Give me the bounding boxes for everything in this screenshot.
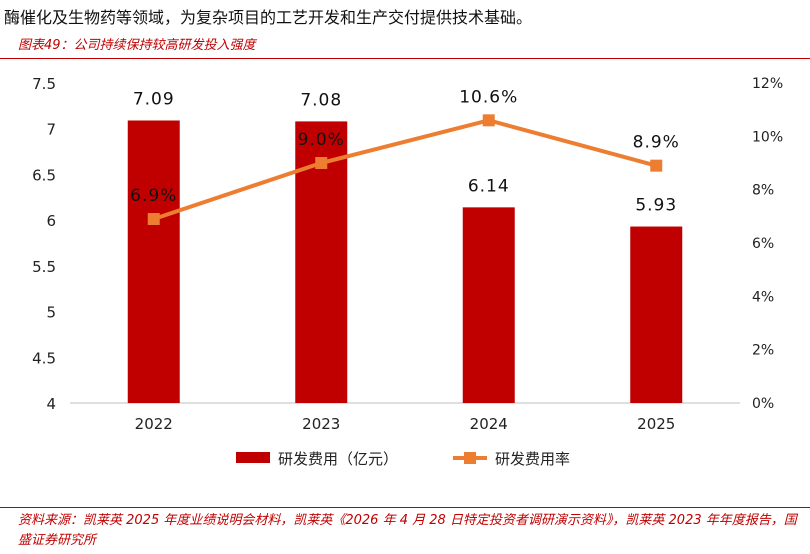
line-point bbox=[650, 159, 663, 172]
intro-text: 酶催化及生物药等领域，为复杂项目的工艺开发和生产交付提供技术基础。 bbox=[4, 8, 533, 27]
y-right-tick-label: 10% bbox=[752, 129, 783, 145]
y-right-tick-label: 6% bbox=[752, 236, 774, 252]
y-left-tick-label: 6 bbox=[46, 212, 56, 230]
title-rule bbox=[0, 58, 810, 59]
line-point bbox=[147, 213, 160, 225]
y-right-tick-label: 12% bbox=[752, 76, 783, 92]
line-value-label: 8.9% bbox=[633, 133, 680, 153]
y-left-tick-label: 4.5 bbox=[32, 349, 56, 367]
bar-value-label: 7.09 bbox=[133, 89, 175, 109]
y-left-tick-label: 5 bbox=[46, 304, 56, 322]
y-left-tick-label: 6.5 bbox=[32, 166, 56, 184]
y-right-tick-label: 0% bbox=[752, 396, 774, 412]
data-labels: 7.09 7.08 6.14 5.93 6.9% 9.0% 10.6% 8.9% bbox=[130, 87, 680, 216]
x-tick-label: 2022 bbox=[135, 415, 173, 433]
y-left-tick-label: 7 bbox=[46, 121, 56, 139]
legend-line-marker bbox=[464, 452, 476, 464]
legend-bar-label: 研发费用（亿元） bbox=[278, 450, 398, 468]
bar-value-label: 7.08 bbox=[300, 90, 342, 110]
y-right-tick-label: 2% bbox=[752, 343, 774, 359]
line-value-label: 9.0% bbox=[298, 130, 345, 150]
bar-value-label: 6.14 bbox=[468, 176, 510, 196]
x-tick-label: 2024 bbox=[470, 415, 508, 433]
bar-series bbox=[127, 120, 683, 404]
line-series bbox=[147, 114, 663, 225]
bar bbox=[127, 120, 180, 403]
legend: 研发费用（亿元） 研发费用率 bbox=[236, 450, 570, 468]
line-path bbox=[153, 118, 657, 221]
y-right-tick-label: 8% bbox=[752, 183, 774, 199]
x-tick-label: 2023 bbox=[302, 415, 340, 433]
bar bbox=[630, 226, 683, 403]
y-left-tick-label: 7.5 bbox=[32, 75, 56, 93]
line-value-label: 6.9% bbox=[130, 186, 177, 206]
x-tick-label: 2025 bbox=[637, 415, 675, 433]
y-left-tick-label: 5.5 bbox=[32, 258, 56, 276]
legend-bar-swatch bbox=[236, 452, 270, 463]
chart-axes: 4 4.5 5 5.5 6 6.5 7 7.5 0% 2% 4% 6% 8% 10% 12% 2022 2023… bbox=[32, 75, 783, 433]
figure-title: 图表49：公司持续保持较高研发投入强度 bbox=[18, 38, 256, 53]
y-left-tick-label: 4 bbox=[46, 395, 56, 413]
source-note: 资料来源：凯莱英 2025 年度业绩说明会材料，凯莱英《2026 年 4 月 2… bbox=[18, 513, 797, 548]
bar bbox=[462, 207, 515, 403]
bar-value-label: 5.93 bbox=[635, 196, 677, 216]
line-point bbox=[315, 157, 328, 169]
line-point bbox=[482, 114, 495, 127]
source-rule bbox=[0, 507, 810, 508]
legend-line-label: 研发费用率 bbox=[495, 450, 570, 468]
line-value-label: 10.6% bbox=[459, 87, 518, 107]
y-right-tick-label: 4% bbox=[752, 289, 774, 305]
